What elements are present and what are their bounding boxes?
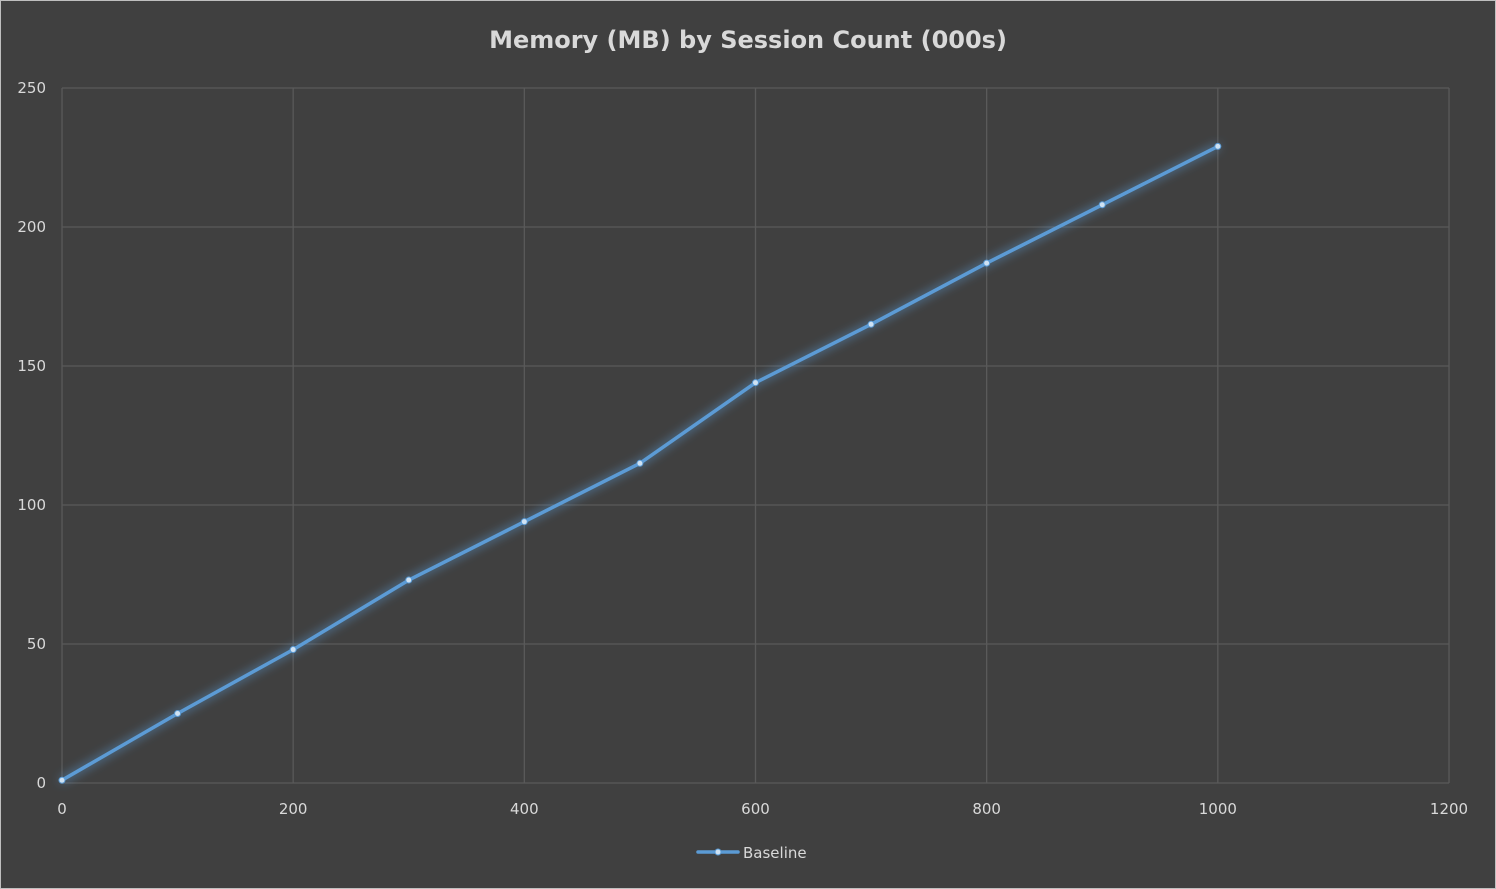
data-point[interactable]: [1214, 142, 1222, 150]
y-tick-label: 250: [17, 79, 46, 97]
x-tick-label: 1200: [1430, 800, 1468, 818]
legend-point-marker: [714, 848, 722, 856]
x-tick-label: 200: [279, 800, 308, 818]
y-tick-label: 50: [27, 635, 46, 653]
gridlines: [61, 87, 1450, 784]
y-tick-label: 200: [17, 218, 46, 236]
chart-title: Memory (MB) by Session Count (000s): [489, 26, 1007, 54]
axis-tick-labels: 0 200 400 600 800 1000 1200 0 50 100 150 200 250: [17, 79, 1468, 818]
data-point[interactable]: [1098, 201, 1106, 209]
y-tick-label: 150: [17, 357, 46, 375]
y-tick-label: 100: [17, 496, 46, 514]
data-point[interactable]: [983, 259, 991, 267]
data-point[interactable]: [520, 518, 528, 526]
data-point[interactable]: [174, 710, 182, 717]
x-tick-label: 400: [510, 800, 539, 818]
data-point[interactable]: [405, 576, 413, 584]
legend: Baseline: [696, 844, 807, 862]
x-tick-label: 0: [57, 800, 67, 818]
data-point[interactable]: [58, 776, 66, 784]
x-tick-label: 1000: [1199, 800, 1237, 818]
data-point[interactable]: [289, 646, 297, 654]
data-point[interactable]: [867, 320, 875, 328]
x-tick-label: 800: [972, 800, 1001, 818]
legend-label: Baseline: [743, 844, 807, 862]
data-point[interactable]: [752, 379, 759, 387]
data-point[interactable]: [636, 459, 644, 467]
x-tick-label: 600: [741, 800, 770, 818]
y-tick-label: 0: [36, 774, 46, 792]
series-layer: [58, 142, 1222, 784]
